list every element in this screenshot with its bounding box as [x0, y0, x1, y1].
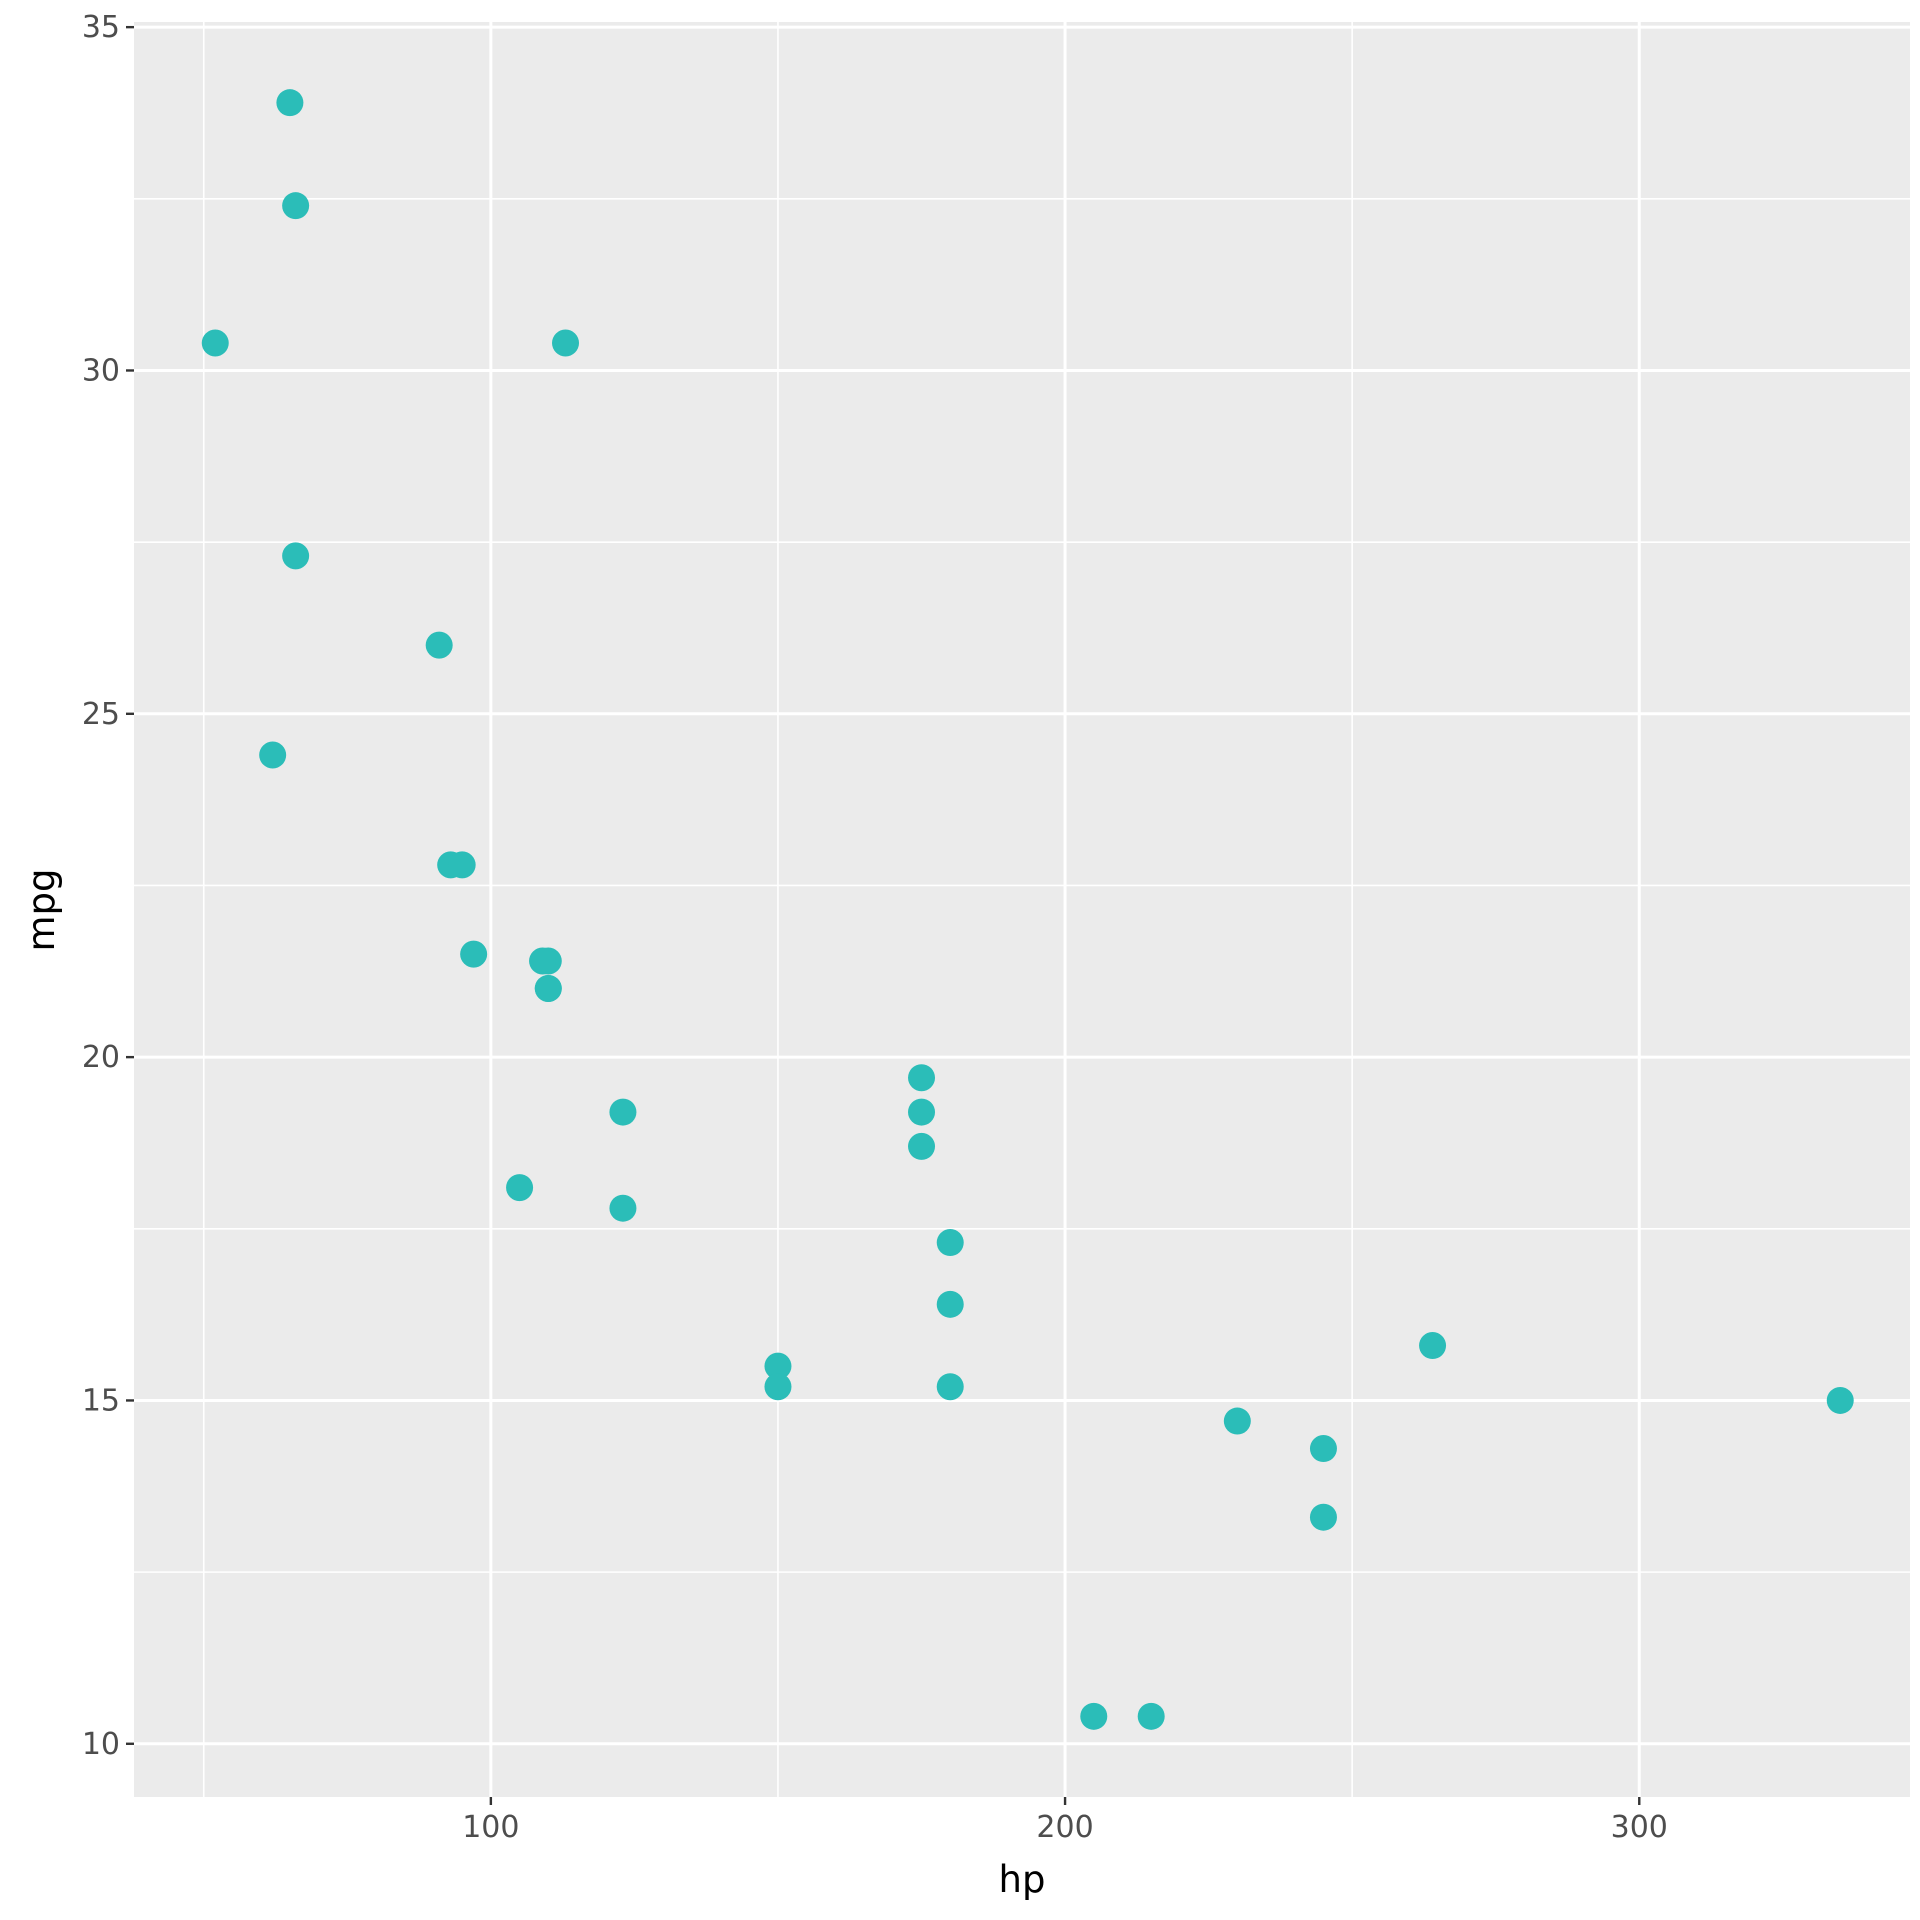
data-point: [936, 1290, 964, 1318]
data-point: [936, 1373, 964, 1401]
data-point: [1309, 1435, 1337, 1463]
data-point: [259, 741, 287, 769]
data-point: [425, 631, 453, 659]
y-tick-label: 25: [82, 697, 120, 732]
x-tick-label: 200: [1036, 1810, 1093, 1845]
data-point: [908, 1064, 936, 1092]
x-axis-title: hp: [999, 1858, 1046, 1901]
y-tick-label: 20: [82, 1040, 120, 1075]
y-tick-label: 15: [82, 1383, 120, 1418]
data-point: [908, 1132, 936, 1160]
data-point: [764, 1373, 792, 1401]
data-point: [1137, 1702, 1165, 1730]
data-point: [448, 851, 476, 879]
data-point: [282, 542, 310, 570]
y-axis-title: mpg: [20, 868, 63, 951]
major-gridlines: [134, 22, 1910, 1797]
data-point: [201, 329, 229, 357]
data-point: [1826, 1386, 1854, 1414]
data-point: [1309, 1503, 1337, 1531]
data-point: [1419, 1332, 1447, 1360]
plot-panel: [134, 22, 1910, 1797]
x-tick-label: 100: [462, 1810, 519, 1845]
data-point: [764, 1352, 792, 1380]
data-point: [534, 974, 562, 1002]
data-point: [552, 329, 580, 357]
data-point: [908, 1098, 936, 1126]
data-point: [936, 1229, 964, 1257]
x-axis: 100 200 300: [462, 1797, 1668, 1845]
data-point: [276, 89, 304, 117]
data-point: [529, 947, 557, 975]
y-tick-label: 30: [82, 353, 120, 388]
data-point: [609, 1098, 637, 1126]
data-point: [282, 192, 310, 220]
data-point: [460, 940, 488, 968]
data-point: [1223, 1407, 1251, 1435]
data-point: [609, 1194, 637, 1222]
x-tick-label: 300: [1611, 1810, 1668, 1845]
data-points: [201, 89, 1854, 1730]
data-point: [506, 1174, 534, 1202]
y-axis: 10 15 20 25 30 35: [82, 10, 134, 1762]
minor-gridlines: [134, 22, 1910, 1797]
y-tick-label: 10: [82, 1727, 120, 1762]
data-point: [1080, 1702, 1108, 1730]
y-tick-label: 35: [82, 10, 120, 45]
